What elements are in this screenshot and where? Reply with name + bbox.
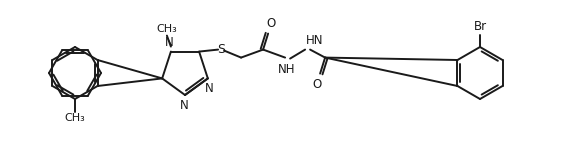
Text: NH: NH: [279, 63, 296, 76]
Text: S: S: [217, 43, 225, 56]
Text: CH₃: CH₃: [157, 24, 178, 34]
Text: Br: Br: [474, 20, 486, 33]
Text: CH₃: CH₃: [65, 113, 85, 123]
Text: N: N: [165, 36, 173, 49]
Text: HN: HN: [306, 34, 324, 47]
Text: O: O: [312, 78, 322, 91]
Text: O: O: [266, 17, 276, 30]
Text: N: N: [180, 99, 189, 112]
Text: N: N: [204, 82, 213, 95]
